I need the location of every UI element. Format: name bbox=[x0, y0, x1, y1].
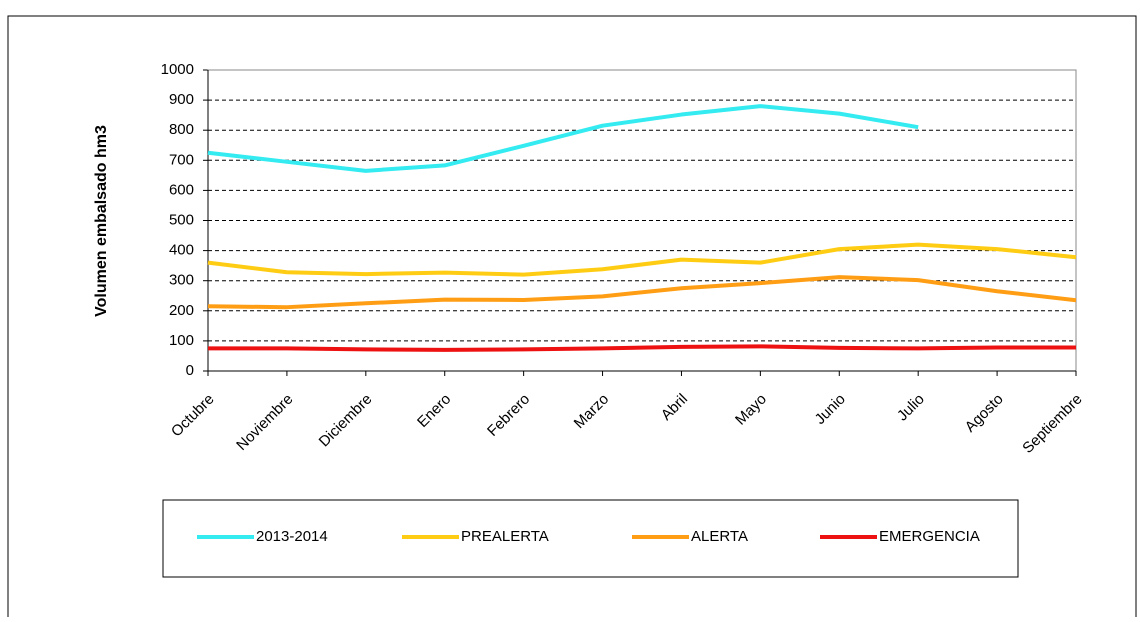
legend-label: ALERTA bbox=[691, 528, 748, 545]
y-tick-label: 500 bbox=[169, 211, 194, 228]
y-tick-label: 300 bbox=[169, 272, 194, 289]
y-tick-label: 400 bbox=[169, 242, 194, 259]
y-tick-label: 1000 bbox=[161, 61, 194, 78]
y-axis-title: Volumen embalsado hm3 bbox=[93, 125, 110, 317]
y-tick-label: 900 bbox=[169, 91, 194, 108]
series-line bbox=[207, 104, 919, 173]
y-tick-label: 200 bbox=[169, 302, 194, 319]
legend-label: EMERGENCIA bbox=[879, 528, 980, 545]
legend-label: PREALERTA bbox=[461, 528, 549, 545]
y-tick-label: 600 bbox=[169, 181, 194, 198]
series-line bbox=[208, 344, 1076, 352]
y-tick-label: 100 bbox=[169, 332, 194, 349]
y-tick-label: 800 bbox=[169, 121, 194, 138]
y-tick-label: 0 bbox=[186, 362, 194, 379]
y-tick-label: 700 bbox=[169, 151, 194, 168]
series-line bbox=[207, 275, 1077, 310]
series-line bbox=[207, 242, 1077, 277]
legend-label: 2013-2014 bbox=[256, 528, 328, 545]
